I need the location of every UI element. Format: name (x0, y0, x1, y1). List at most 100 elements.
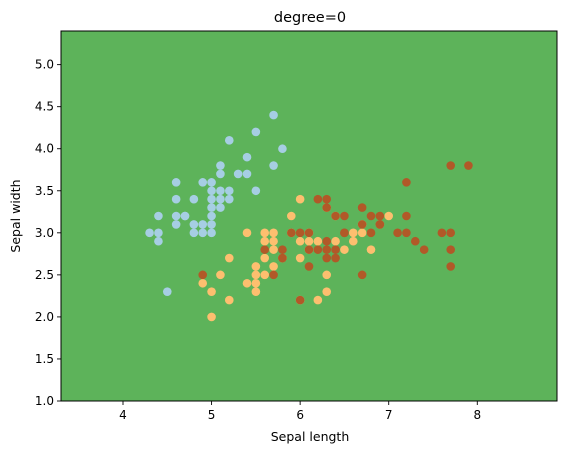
scatter-point-class-1 (340, 245, 349, 254)
y-tick-label: 3.5 (35, 184, 54, 198)
scatter-point-class-1 (269, 245, 278, 254)
scatter-point-class-2 (410, 236, 420, 246)
scatter-point-class-2 (278, 253, 287, 263)
scatter-point-class-2 (357, 220, 367, 229)
scatter-point-class-1 (242, 278, 252, 288)
scatter-point-class-0 (233, 169, 243, 179)
scatter-point-class-1 (216, 270, 225, 280)
scatter-point-class-2 (331, 211, 340, 221)
scatter-point-class-2 (402, 178, 411, 187)
scatter-point-class-0 (242, 152, 252, 162)
scatter-point-class-2 (340, 228, 349, 238)
scatter-point-class-0 (242, 169, 252, 179)
scatter-point-class-0 (269, 161, 278, 170)
scatter-point-class-0 (198, 220, 208, 229)
plot-area (60, 30, 558, 402)
y-tick-label: 4.5 (35, 100, 54, 114)
scatter-point-class-2 (331, 245, 340, 254)
scatter-point-class-2 (446, 245, 456, 254)
scatter-point-class-2 (286, 228, 296, 238)
y-tick-label: 2.5 (35, 268, 54, 282)
scatter-point-class-2 (437, 228, 447, 238)
scatter-point-class-0 (224, 186, 234, 196)
x-axis: 4 5 6 7 8 (119, 401, 481, 422)
scatter-point-class-1 (207, 312, 216, 322)
scatter-point-class-0 (198, 178, 208, 187)
scatter-point-class-1 (251, 262, 261, 271)
scatter-point-class-0 (278, 144, 287, 154)
x-tick-label: 6 (296, 408, 304, 422)
scatter-point-class-1 (286, 211, 296, 221)
scatter-point-class-0 (145, 228, 154, 238)
scatter-point-class-1 (260, 270, 270, 280)
x-tick-label: 8 (473, 408, 481, 422)
scatter-point-class-0 (207, 186, 216, 196)
scatter-point-class-1 (260, 236, 270, 246)
scatter-point-class-2 (304, 262, 314, 271)
plot-frame (60, 30, 558, 402)
scatter-point-class-2 (375, 220, 385, 229)
scatter-point-class-2 (198, 270, 208, 280)
scatter-point-class-2 (357, 203, 367, 212)
scatter-point-class-2 (340, 211, 349, 221)
scatter-point-class-1 (269, 228, 278, 238)
scatter-point-class-0 (269, 110, 278, 120)
scatter-point-class-2 (322, 236, 332, 246)
scatter-point-class-2 (402, 211, 411, 221)
scatter-point-class-2 (322, 253, 332, 263)
scatter-point-class-0 (171, 211, 181, 221)
scatter-point-class-1 (384, 211, 394, 221)
scatter-point-class-1 (242, 228, 252, 238)
scatter-point-class-2 (322, 245, 332, 254)
scatter-point-class-2 (393, 228, 402, 238)
scatter-point-class-2 (313, 194, 323, 204)
scatter-point-class-0 (216, 194, 225, 204)
scatter-point-class-0 (154, 211, 163, 221)
scatter-point-class-0 (171, 194, 181, 204)
scatter-point-class-0 (207, 220, 216, 229)
scatter-point-class-0 (216, 203, 225, 212)
scatter-point-class-1 (348, 228, 358, 238)
y-tick-label: 2.0 (35, 310, 54, 324)
scatter-point-class-1 (295, 194, 305, 204)
scatter-point-class-0 (216, 186, 225, 196)
scatter-point-class-1 (366, 245, 376, 254)
scatter-point-class-2 (402, 228, 411, 238)
scatter-point-class-0 (207, 194, 216, 204)
scatter-point-class-2 (260, 245, 270, 254)
scatter-point-class-0 (198, 228, 208, 238)
scatter-point-class-1 (348, 236, 358, 246)
scatter-points (145, 110, 473, 322)
y-tick-label: 5.0 (35, 58, 54, 72)
scatter-point-class-0 (207, 211, 216, 221)
scatter-point-class-2 (295, 228, 305, 238)
y-tick-label: 1.0 (35, 394, 54, 408)
scatter-point-class-0 (251, 127, 261, 137)
scatter-point-class-1 (251, 278, 261, 288)
scatter-point-class-2 (375, 211, 385, 221)
scatter-point-class-1 (322, 287, 332, 296)
scatter-point-class-0 (189, 220, 199, 229)
x-axis-label: Sepal length (271, 429, 350, 444)
scatter-point-class-0 (207, 203, 216, 212)
scatter-point-class-0 (224, 194, 234, 204)
chart-title: degree=0 (274, 10, 346, 26)
y-axis-label: Sepal width (8, 179, 23, 252)
scatter-point-class-2 (278, 245, 287, 254)
y-tick-label: 4.0 (35, 142, 54, 156)
scatter-point-class-2 (357, 270, 367, 280)
scatter-point-class-0 (162, 287, 172, 296)
scatter-point-class-2 (464, 161, 473, 170)
scatter-point-class-0 (154, 228, 163, 238)
scatter-point-class-0 (171, 220, 181, 229)
scatter-point-class-2 (446, 262, 456, 271)
scatter-point-class-2 (322, 203, 332, 212)
decision-region (61, 31, 557, 401)
scatter-point-class-0 (171, 178, 181, 187)
scatter-point-class-2 (366, 228, 376, 238)
scatter-point-class-0 (154, 236, 163, 246)
x-tick-label: 5 (208, 408, 216, 422)
x-tick-label: 4 (119, 408, 127, 422)
x-tick-label: 7 (385, 408, 393, 422)
